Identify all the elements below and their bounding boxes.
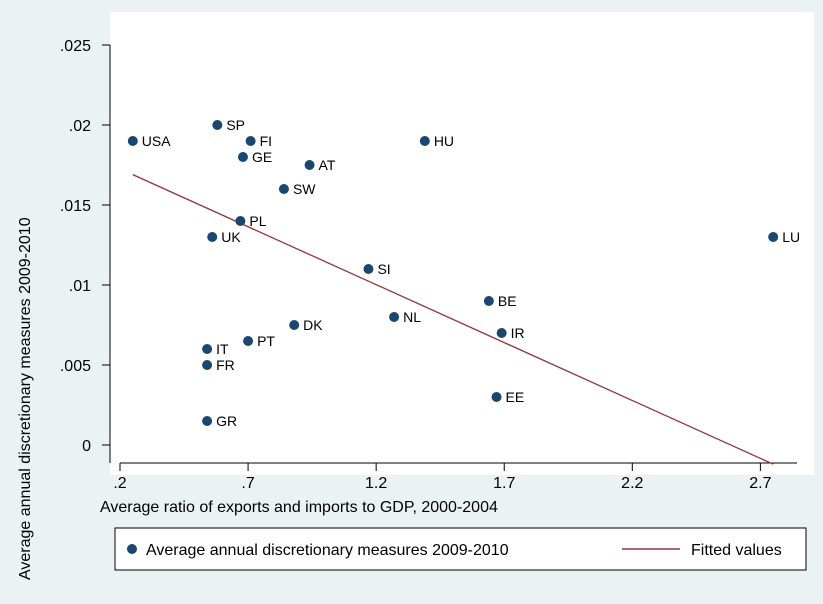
scatter-point	[207, 232, 218, 242]
x-axis-title: Average ratio of exports and imports to …	[100, 499, 498, 516]
point-label: FR	[216, 357, 235, 373]
y-tick-label: .02	[69, 118, 91, 135]
legend-box	[114, 527, 807, 571]
scatter-point	[496, 328, 507, 338]
point-label: IT	[216, 341, 229, 357]
point-sw: SW	[278, 181, 316, 197]
y-axis-ticks: 0 .005 .01 .015 .02 .025	[60, 38, 110, 455]
point-label: DK	[303, 317, 323, 333]
scatter-point	[127, 136, 138, 146]
point-label: SP	[226, 117, 245, 133]
scatter-point	[245, 136, 256, 146]
point-pl: PL	[235, 213, 267, 229]
point-label: PL	[249, 213, 266, 229]
point-be: BE	[483, 293, 517, 309]
point-label: LU	[782, 229, 800, 245]
x-axis-ticks: .2 .7 1.2 1.7 2.2 2.7	[113, 463, 772, 492]
y-tick-label: 0	[82, 438, 91, 455]
point-it: IT	[202, 341, 229, 357]
point-label: AT	[319, 157, 336, 173]
point-fi: FI	[245, 133, 272, 149]
scatter-point	[304, 160, 315, 170]
point-ge: GE	[237, 149, 272, 165]
legend-label-fitted: Fitted values	[691, 542, 782, 559]
point-si: SI	[363, 261, 391, 277]
scatter-point	[212, 120, 223, 130]
point-uk: UK	[207, 229, 241, 245]
scatter-point	[202, 360, 213, 370]
legend-label-scatter: Average annual discretionary measures 20…	[146, 542, 509, 559]
x-tick-label: .2	[113, 475, 126, 492]
x-tick-label: 1.7	[493, 475, 515, 492]
y-axis-title: Average annual discretionary measures 20…	[17, 217, 34, 580]
point-label: FI	[260, 133, 272, 149]
x-tick-label: 1.2	[365, 475, 387, 492]
y-tick-label: .015	[60, 198, 91, 215]
scatter-point	[237, 152, 248, 162]
point-label: IR	[511, 325, 525, 341]
point-nl: NL	[389, 309, 421, 325]
point-pt: PT	[243, 333, 275, 349]
plot-area	[110, 12, 814, 475]
y-tick-label: .005	[60, 358, 91, 375]
point-label: GE	[252, 149, 272, 165]
scatter-point	[483, 296, 494, 306]
point-label: UK	[221, 229, 241, 245]
point-label: NL	[403, 309, 421, 325]
point-gr: GR	[202, 413, 237, 429]
point-label: SI	[377, 261, 390, 277]
legend: Average annual discretionary measures 20…	[114, 527, 807, 571]
point-dk: DK	[289, 317, 323, 333]
point-hu: HU	[419, 133, 454, 149]
point-fr: FR	[202, 357, 235, 373]
point-label: BE	[498, 293, 517, 309]
point-label: SW	[293, 181, 316, 197]
scatter-point	[363, 264, 374, 274]
scatter-point	[235, 216, 246, 226]
point-label: PT	[257, 333, 275, 349]
scatter-point	[419, 136, 430, 146]
y-tick-label: .025	[60, 38, 91, 55]
scatter-point	[278, 184, 289, 194]
scatter-point	[389, 312, 400, 322]
x-tick-label: 2.7	[749, 475, 771, 492]
point-label: EE	[506, 389, 525, 405]
point-label: HU	[434, 133, 454, 149]
point-ir: IR	[496, 325, 525, 341]
scatter-point	[491, 392, 502, 402]
point-at: AT	[304, 157, 336, 173]
x-tick-label: 2.2	[621, 475, 643, 492]
scatter-point	[243, 336, 254, 346]
point-ee: EE	[491, 389, 525, 405]
scatter-point	[202, 416, 213, 426]
point-label: GR	[216, 413, 237, 429]
point-label: USA	[142, 133, 171, 149]
point-usa: USA	[127, 133, 171, 149]
x-tick-label: .7	[241, 475, 254, 492]
y-tick-label: .01	[69, 278, 91, 295]
legend-marker-scatter	[127, 544, 137, 554]
point-lu: LU	[768, 229, 800, 245]
scatter-point	[289, 320, 300, 330]
scatter-point	[202, 344, 213, 354]
scatter-point	[768, 232, 779, 242]
point-sp: SP	[212, 117, 245, 133]
